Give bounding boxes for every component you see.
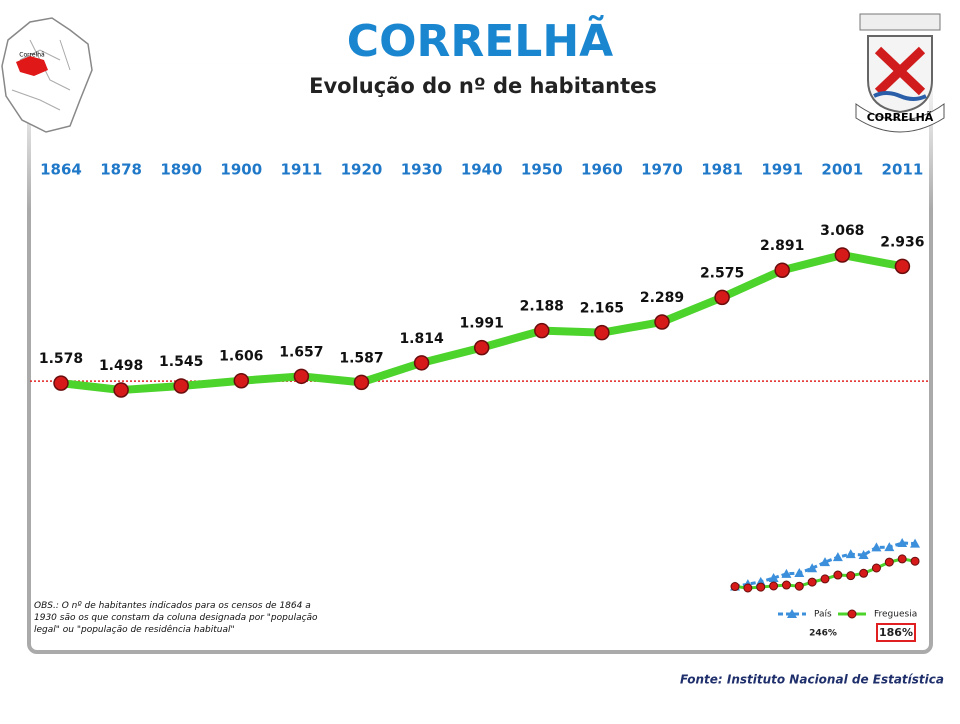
value-label: 2.188 [520, 299, 564, 315]
mini-point [871, 563, 881, 573]
mini-point [832, 552, 843, 562]
data-point [654, 314, 670, 330]
mini-point [897, 554, 907, 564]
panel [27, 60, 933, 654]
crest-label: CORRELHÃ [867, 111, 934, 124]
mini-point [859, 568, 869, 578]
mini-point [846, 571, 856, 581]
year-label: 2001 [821, 161, 863, 179]
year-label: 1991 [761, 161, 803, 179]
total-label: 186% [879, 626, 913, 639]
year-label: 1960 [581, 161, 623, 179]
value-label: 1.991 [460, 316, 504, 332]
year-label: 2011 [882, 161, 924, 179]
mini-point [730, 582, 740, 592]
data-point [173, 378, 189, 394]
year-label: 1900 [220, 161, 262, 179]
data-point [594, 324, 610, 341]
mini-point [756, 582, 766, 592]
mini-point [910, 556, 920, 566]
year-label: 1981 [701, 161, 743, 179]
mini-point [833, 570, 843, 580]
year-label: 1878 [100, 161, 142, 179]
legend-marker [787, 609, 797, 618]
value-label: 1.657 [279, 344, 323, 360]
mini-point [769, 581, 779, 591]
mini-point [884, 542, 895, 552]
value-label: 3.068 [820, 223, 864, 239]
data-point [113, 382, 129, 398]
value-label: 1.606 [219, 349, 263, 365]
value-label: 1.587 [339, 350, 383, 366]
map: Correlhã [1, 17, 93, 133]
legend-marker [847, 609, 857, 619]
data-point [834, 247, 851, 263]
data-point [894, 258, 911, 275]
value-label: 2.165 [580, 301, 624, 317]
year-label: 1950 [521, 161, 563, 179]
year-label: 1911 [281, 161, 323, 179]
mini-point [820, 557, 831, 567]
mini-point [768, 573, 779, 582]
data-point [473, 339, 490, 356]
mini-point [845, 549, 856, 559]
value-label: 2.289 [640, 290, 684, 306]
mini-point [794, 568, 805, 577]
mini-point [858, 550, 869, 560]
title: CORRELHÃ [347, 14, 613, 67]
map-label: Correlhã [19, 52, 45, 59]
value-label: 1.578 [39, 351, 83, 367]
value-label: 2.575 [700, 265, 744, 281]
value-label: 1.545 [159, 354, 203, 370]
value-label: 2.891 [760, 238, 804, 254]
year-label: 1940 [461, 161, 503, 179]
total-label: 246% [809, 629, 837, 639]
mini-point [820, 574, 830, 584]
legend-label: Freguesia [874, 610, 917, 620]
year-label: 1920 [341, 161, 383, 179]
mini-point [743, 583, 753, 593]
note-box: OBS.: O nº de habitantes indicados para … [34, 601, 318, 635]
year-label: 1864 [40, 161, 82, 179]
year-label: 1970 [641, 161, 683, 179]
mini-point [781, 580, 791, 590]
data-point [413, 355, 430, 371]
data-point [293, 368, 310, 385]
year-label: 1890 [160, 161, 202, 179]
data-point [714, 289, 730, 306]
value-label: 1.498 [99, 358, 143, 374]
mini-point [807, 563, 818, 573]
mini-point [794, 581, 804, 591]
mini-point [884, 557, 894, 567]
data-point [353, 374, 370, 391]
total-box [876, 623, 916, 642]
note: OBS.: O nº de habitantes indicados para … [34, 601, 318, 635]
mini-point [897, 538, 908, 547]
source: Fonte: Instituto Nacional de Estatística [680, 673, 944, 687]
year-label: 1930 [401, 161, 443, 179]
mini-point [807, 577, 817, 587]
mini-point [781, 568, 792, 578]
mini-point [871, 542, 882, 552]
data-point [233, 372, 250, 389]
legend-label: País [814, 610, 832, 620]
value-label: 1.814 [399, 331, 444, 347]
data-point [53, 375, 69, 391]
data-point [534, 322, 550, 339]
crest: CORRELHÃ [855, 13, 945, 133]
subtitle: Evolução do nº de habitantes [309, 74, 657, 98]
mini-point [910, 538, 921, 548]
data-point [774, 262, 790, 278]
value-label: 2.936 [880, 234, 924, 250]
